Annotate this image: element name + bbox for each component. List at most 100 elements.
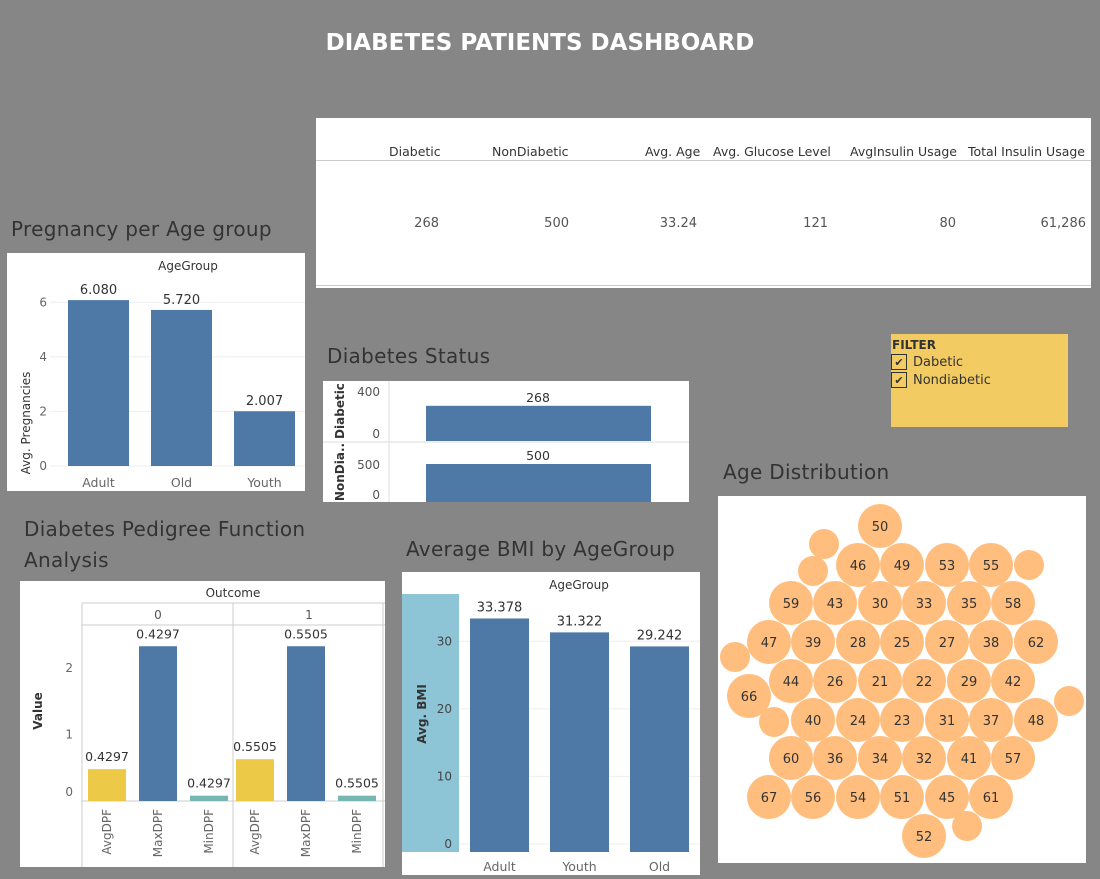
- status-bar[interactable]: [426, 405, 651, 441]
- age-bubble[interactable]: [769, 736, 813, 780]
- age-bubble[interactable]: [769, 659, 813, 703]
- age-bubble[interactable]: [952, 811, 982, 841]
- age-bubble[interactable]: [769, 581, 813, 625]
- age-bubble[interactable]: [727, 674, 771, 718]
- age-bubble[interactable]: [969, 698, 1013, 742]
- age-bubble-label: 47: [761, 636, 778, 651]
- age-dist-panel: 50 46 49 53 55 59 43 30 33 35 58 47 39 28 25 27 38 62 44 26…: [718, 496, 1086, 863]
- age-bubble[interactable]: [991, 581, 1035, 625]
- dpf-bar[interactable]: [88, 769, 126, 801]
- age-bubble[interactable]: [813, 581, 857, 625]
- age-bubble[interactable]: [858, 581, 902, 625]
- age-bubble-label: 58: [1005, 597, 1022, 612]
- bmi-section-title: Average BMI by AgeGroup: [406, 537, 676, 561]
- age-bubble[interactable]: [925, 620, 969, 664]
- bmi-data-label: 31.322: [557, 614, 603, 629]
- status-chart: Diabetic NonDia.. 400 0 500 0 268 500: [323, 381, 689, 502]
- age-bubble[interactable]: [813, 736, 857, 780]
- age-bubble-label: 57: [1005, 752, 1022, 767]
- age-bubble[interactable]: [791, 775, 835, 819]
- age-bubble[interactable]: [813, 659, 857, 703]
- age-bubble[interactable]: [1014, 698, 1058, 742]
- dpf-data-label: 0.4297: [187, 776, 231, 791]
- kpi-header-nondiabetic[interactable]: NonDiabetic: [492, 144, 569, 159]
- age-bubble-label: 25: [894, 636, 911, 651]
- age-bubble[interactable]: [747, 775, 791, 819]
- age-bubble-label: 39: [805, 636, 822, 651]
- age-bubble[interactable]: [1014, 620, 1058, 664]
- kpi-header-total-insulin[interactable]: Total Insulin Usage: [968, 144, 1085, 159]
- age-bubble[interactable]: [1014, 550, 1044, 580]
- pregnancy-category-label: Adult: [82, 475, 115, 490]
- pregnancy-data-label: 6.080: [80, 283, 117, 298]
- dpf-chart: Outcome 0 1 Value 0 1 2 0.4297 AvgDPF 0.4297…: [31, 586, 385, 867]
- kpi-header-avg-age[interactable]: Avg. Age: [645, 144, 701, 159]
- age-bubble[interactable]: [991, 659, 1035, 703]
- dpf-bar[interactable]: [139, 646, 177, 801]
- age-bubble[interactable]: [880, 698, 924, 742]
- age-bubble-label: 41: [961, 752, 978, 767]
- age-bubble[interactable]: [836, 620, 880, 664]
- age-bubble[interactable]: [880, 775, 924, 819]
- age-bubble[interactable]: [969, 620, 1013, 664]
- filter-option-label: Nondiabetic: [913, 372, 991, 388]
- bmi-bar[interactable]: [630, 646, 689, 852]
- age-bubble[interactable]: [836, 543, 880, 587]
- age-bubble[interactable]: [720, 642, 750, 672]
- age-bubble[interactable]: [836, 775, 880, 819]
- status-bar[interactable]: [426, 464, 651, 502]
- age-bubble[interactable]: [798, 556, 828, 586]
- age-bubble[interactable]: [747, 620, 791, 664]
- dpf-section-title: Diabetes Pedigree Function Analysis: [24, 517, 306, 572]
- age-bubble-label: 52: [916, 830, 933, 845]
- age-bubble[interactable]: [947, 736, 991, 780]
- age-bubble[interactable]: [925, 775, 969, 819]
- age-bubble[interactable]: [969, 775, 1013, 819]
- dpf-bar[interactable]: [287, 646, 325, 801]
- age-bubble[interactable]: [902, 736, 946, 780]
- age-bubble[interactable]: [858, 659, 902, 703]
- age-bubble[interactable]: [791, 620, 835, 664]
- filter-option-dabetic[interactable]: ✔ Dabetic: [891, 354, 1068, 370]
- age-bubble[interactable]: [858, 504, 902, 548]
- dpf-bar[interactable]: [236, 759, 274, 801]
- bmi-bar[interactable]: [550, 632, 609, 852]
- pregnancy-bar[interactable]: [151, 309, 212, 466]
- kpi-header-avg-insulin[interactable]: AvgInsulin Usage: [850, 144, 957, 159]
- age-bubble[interactable]: [925, 543, 969, 587]
- age-bubble[interactable]: [858, 736, 902, 780]
- dpf-bar[interactable]: [338, 795, 376, 801]
- age-bubble[interactable]: [947, 581, 991, 625]
- age-bubble[interactable]: [925, 698, 969, 742]
- age-bubble[interactable]: [880, 620, 924, 664]
- age-bubble-label: 66: [741, 690, 758, 705]
- status-chart-panel: Diabetic NonDia.. 400 0 500 0 268 500: [323, 381, 689, 502]
- age-bubble[interactable]: [791, 698, 835, 742]
- age-bubble[interactable]: [836, 698, 880, 742]
- kpi-header-avg-glucose[interactable]: Avg. Glucose Level: [713, 144, 831, 159]
- bmi-bar[interactable]: [470, 618, 529, 852]
- pregnancy-bar[interactable]: [234, 411, 295, 466]
- age-bubble[interactable]: [969, 543, 1013, 587]
- age-bubble[interactable]: [809, 529, 839, 559]
- age-bubble[interactable]: [1054, 686, 1084, 716]
- checkbox-icon[interactable]: ✔: [891, 372, 907, 388]
- age-bubble[interactable]: [880, 543, 924, 587]
- age-bubble[interactable]: [902, 581, 946, 625]
- age-bubble[interactable]: [902, 814, 946, 858]
- age-bubble-label: 44: [783, 675, 800, 690]
- kpi-header-divider: [316, 160, 1091, 161]
- filter-title: FILTER: [892, 338, 936, 352]
- pregnancy-bar[interactable]: [68, 300, 129, 466]
- age-bubble-label: 42: [1005, 675, 1022, 690]
- age-bubble-label: 55: [983, 559, 1000, 574]
- dpf-bar[interactable]: [190, 795, 228, 801]
- age-bubble[interactable]: [947, 659, 991, 703]
- age-bubble-label: 24: [850, 714, 867, 729]
- age-bubble[interactable]: [902, 659, 946, 703]
- checkbox-icon[interactable]: ✔: [891, 354, 907, 370]
- filter-option-nondiabetic[interactable]: ✔ Nondiabetic: [891, 372, 1068, 388]
- age-bubble[interactable]: [991, 736, 1035, 780]
- age-bubble[interactable]: [759, 707, 789, 737]
- kpi-header-diabetic[interactable]: Diabetic: [389, 144, 441, 159]
